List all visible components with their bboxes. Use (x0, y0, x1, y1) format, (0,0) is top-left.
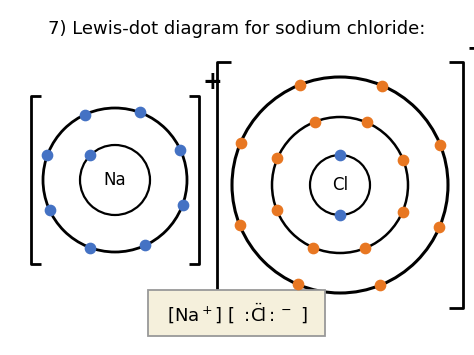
Point (176, 147, 184, 152)
Text: 7) Lewis-dot diagram for sodium chloride:: 7) Lewis-dot diagram for sodium chloride… (48, 20, 426, 38)
Point (46, 208, 54, 213)
Point (294, 282, 301, 287)
Point (377, 282, 384, 288)
Point (81, 112, 88, 118)
Point (86, 152, 94, 158)
Point (363, 120, 370, 125)
Point (378, 83, 386, 88)
Point (236, 223, 244, 228)
Point (87, 245, 94, 251)
Point (436, 224, 443, 230)
Text: −: − (467, 36, 474, 60)
Point (310, 245, 317, 250)
Point (336, 152, 344, 158)
Point (399, 209, 406, 214)
Point (362, 245, 369, 251)
Text: Na: Na (104, 171, 126, 189)
Point (273, 155, 281, 161)
Point (142, 242, 149, 248)
FancyBboxPatch shape (148, 290, 326, 336)
Point (296, 82, 303, 88)
Text: +: + (203, 70, 223, 94)
Point (44, 153, 51, 158)
Text: $\mathregular{[Na^+]\ [\ :\!\ddot{C}\!l:^-\ ]}$: $\mathregular{[Na^+]\ [\ :\!\ddot{C}\!l:… (167, 301, 307, 325)
Point (311, 119, 319, 125)
Point (336, 212, 344, 218)
Text: Cl: Cl (332, 176, 348, 194)
Point (399, 157, 407, 162)
Point (179, 202, 186, 207)
Point (437, 142, 444, 147)
Point (136, 109, 144, 115)
Point (273, 208, 281, 213)
Point (237, 140, 245, 146)
